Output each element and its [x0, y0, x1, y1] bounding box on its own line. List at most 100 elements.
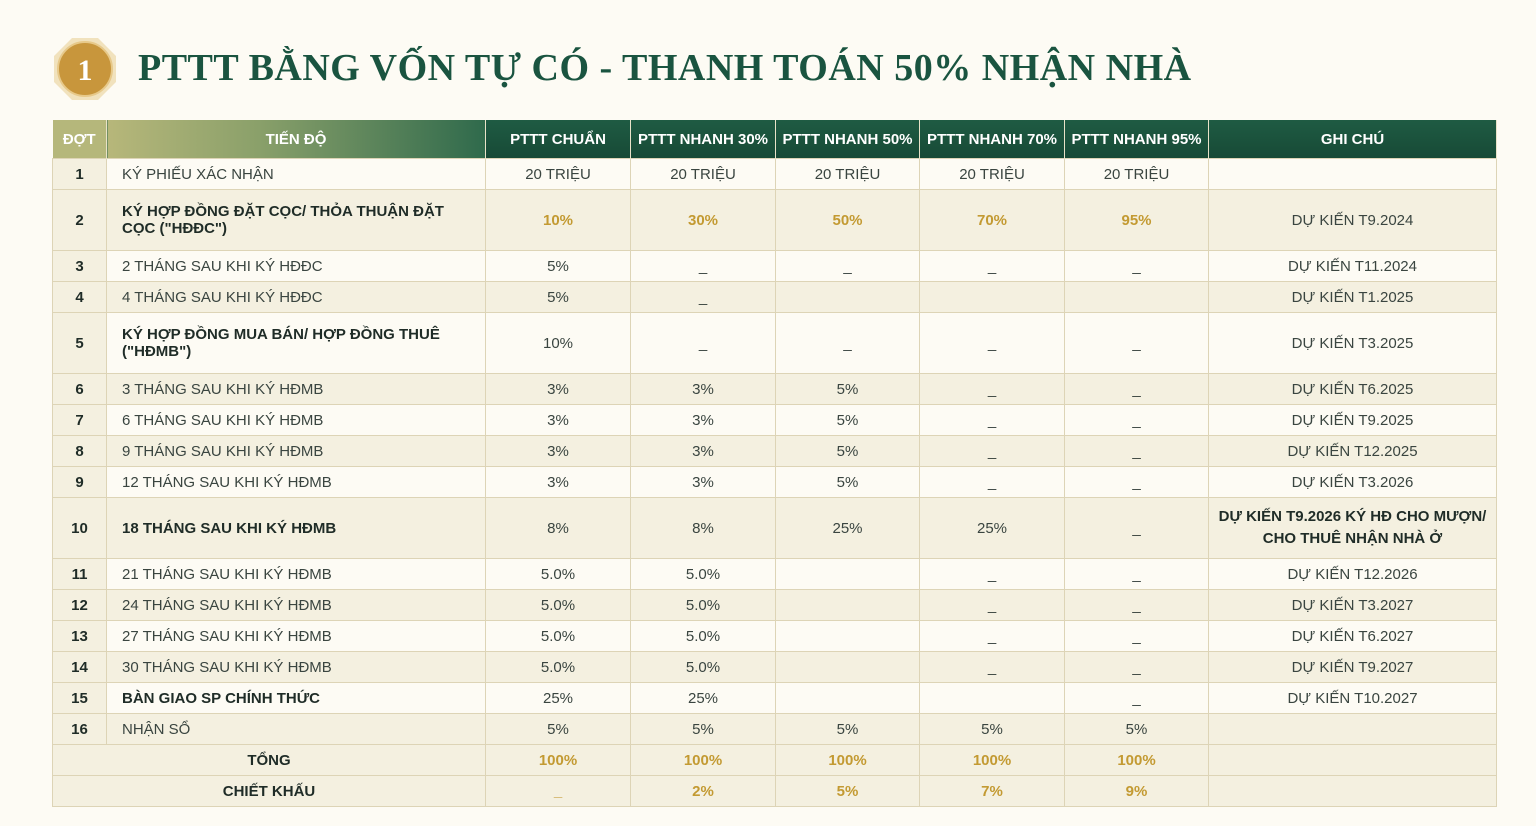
- cell-dot: 7: [52, 404, 107, 436]
- cell-pttt-nhanh-50: 5%: [775, 435, 920, 467]
- cell-pttt-nhanh-30: 3%: [630, 466, 776, 498]
- cell-pttt-chuan: 10%: [485, 189, 631, 251]
- cell-pttt-nhanh-95: _: [1064, 373, 1209, 405]
- cell-dot: 3: [52, 250, 107, 282]
- cell-pttt-nhanh-50: 5%: [775, 404, 920, 436]
- cell-pttt-nhanh-95: _: [1064, 497, 1209, 559]
- total-pttt-nhanh-50: 100%: [775, 744, 920, 776]
- cell-pttt-nhanh-70: _: [919, 620, 1065, 652]
- section-number-badge: 1: [52, 36, 118, 102]
- total-pttt-chuan: _: [485, 775, 631, 807]
- table-row: 5 KÝ HỢP ĐỒNG MUA BÁN/ HỢP ĐỒNG THUÊ ("HĐ…: [52, 312, 1497, 374]
- cell-pttt-nhanh-50: [775, 682, 920, 714]
- cell-pttt-nhanh-50: 50%: [775, 189, 920, 251]
- cell-pttt-chuan: 3%: [485, 373, 631, 405]
- cell-ghi-chu: DỰ KIẾN T3.2025: [1208, 312, 1497, 374]
- cell-pttt-nhanh-95: _: [1064, 466, 1209, 498]
- cell-pttt-nhanh-70: _: [919, 250, 1065, 282]
- cell-pttt-nhanh-70: [919, 281, 1065, 313]
- cell-tien-do: 24 THÁNG SAU KHI KÝ HĐMB: [106, 589, 486, 621]
- cell-ghi-chu: DỰ KIẾN T12.2026: [1208, 558, 1497, 590]
- cell-ghi-chu: DỰ KIẾN T9.2026 KÝ HĐ CHO MƯỢN/ CHO THUÊ…: [1208, 497, 1497, 559]
- discount-row: CHIẾT KHẤU _ 2% 5% 7% 9%: [52, 775, 1497, 807]
- total-pttt-nhanh-95: 100%: [1064, 744, 1209, 776]
- cell-pttt-nhanh-30: _: [630, 250, 776, 282]
- cell-tien-do: 12 THÁNG SAU KHI KÝ HĐMB: [106, 466, 486, 498]
- cell-tien-do: 30 THÁNG SAU KHI KÝ HĐMB: [106, 651, 486, 683]
- cell-tien-do: KÝ HỢP ĐỒNG ĐẶT CỌC/ THỎA THUẬN ĐẶT CỌC …: [106, 189, 486, 251]
- cell-pttt-nhanh-50: 5%: [775, 373, 920, 405]
- total-label: TỔNG: [52, 744, 486, 776]
- cell-ghi-chu: DỰ KIẾN T11.2024: [1208, 250, 1497, 282]
- cell-pttt-nhanh-70: _: [919, 312, 1065, 374]
- table-row: 1 KÝ PHIẾU XÁC NHẬN 20 TRIỆU 20 TRIỆU 20 TRI…: [52, 158, 1497, 190]
- cell-dot: 6: [52, 373, 107, 405]
- header-pttt-nhanh-95: PTTT NHANH 95%: [1064, 120, 1209, 159]
- cell-dot: 11: [52, 558, 107, 590]
- cell-pttt-nhanh-50: _: [775, 250, 920, 282]
- cell-dot: 4: [52, 281, 107, 313]
- cell-pttt-nhanh-70: _: [919, 466, 1065, 498]
- cell-pttt-nhanh-50: 5%: [775, 466, 920, 498]
- cell-pttt-chuan: 5%: [485, 250, 631, 282]
- header-pttt-nhanh-30: PTTT NHANH 30%: [630, 120, 776, 159]
- cell-pttt-nhanh-30: 3%: [630, 373, 776, 405]
- cell-ghi-chu: DỰ KIẾN T9.2027: [1208, 651, 1497, 683]
- cell-ghi-chu: DỰ KIẾN T10.2027: [1208, 682, 1497, 714]
- cell-pttt-chuan: 3%: [485, 435, 631, 467]
- cell-pttt-nhanh-70: [919, 682, 1065, 714]
- cell-dot: 5: [52, 312, 107, 374]
- cell-tien-do: 3 THÁNG SAU KHI KÝ HĐMB: [106, 373, 486, 405]
- cell-pttt-chuan: 3%: [485, 404, 631, 436]
- cell-dot: 10: [52, 497, 107, 559]
- cell-ghi-chu: DỰ KIẾN T3.2027: [1208, 589, 1497, 621]
- cell-pttt-nhanh-50: [775, 558, 920, 590]
- cell-tien-do: 27 THÁNG SAU KHI KÝ HĐMB: [106, 620, 486, 652]
- cell-pttt-nhanh-95: _: [1064, 435, 1209, 467]
- total-row: TỔNG 100% 100% 100% 100% 100%: [52, 744, 1497, 776]
- table-row: 15 BÀN GIAO SP CHÍNH THỨC 25% 25% _ DỰ KIẾN T…: [52, 682, 1497, 714]
- table-row: 9 12 THÁNG SAU KHI KÝ HĐMB 3% 3% 5% _ _ DỰ KIẾN…: [52, 466, 1497, 498]
- cell-pttt-nhanh-95: _: [1064, 558, 1209, 590]
- cell-pttt-nhanh-95: 95%: [1064, 189, 1209, 251]
- cell-pttt-nhanh-95: _: [1064, 682, 1209, 714]
- cell-pttt-nhanh-70: 20 TRIỆU: [919, 158, 1065, 190]
- table-row: 14 30 THÁNG SAU KHI KÝ HĐMB 5.0% 5.0% _ _ DỰ K…: [52, 651, 1497, 683]
- cell-pttt-nhanh-70: _: [919, 435, 1065, 467]
- total-ghi-chu: [1208, 775, 1497, 807]
- cell-pttt-nhanh-50: [775, 651, 920, 683]
- badge-octagon-icon: 1: [54, 38, 116, 100]
- cell-ghi-chu: DỰ KIẾN T1.2025: [1208, 281, 1497, 313]
- table-row: 12 24 THÁNG SAU KHI KÝ HĐMB 5.0% 5.0% _ _ DỰ K…: [52, 589, 1497, 621]
- cell-pttt-nhanh-30: 5.0%: [630, 620, 776, 652]
- cell-pttt-chuan: 5%: [485, 713, 631, 745]
- cell-pttt-nhanh-50: 5%: [775, 713, 920, 745]
- cell-dot: 1: [52, 158, 107, 190]
- cell-ghi-chu: DỰ KIẾN T3.2026: [1208, 466, 1497, 498]
- cell-pttt-nhanh-30: 5.0%: [630, 651, 776, 683]
- cell-dot: 14: [52, 651, 107, 683]
- cell-pttt-nhanh-95: 20 TRIỆU: [1064, 158, 1209, 190]
- cell-pttt-chuan: 5.0%: [485, 558, 631, 590]
- total-ghi-chu: [1208, 744, 1497, 776]
- cell-pttt-nhanh-95: _: [1064, 404, 1209, 436]
- cell-tien-do: 6 THÁNG SAU KHI KÝ HĐMB: [106, 404, 486, 436]
- cell-pttt-nhanh-95: [1064, 281, 1209, 313]
- cell-pttt-nhanh-30: 20 TRIỆU: [630, 158, 776, 190]
- cell-ghi-chu: DỰ KIẾN T6.2025: [1208, 373, 1497, 405]
- cell-tien-do: NHẬN SỔ: [106, 713, 486, 745]
- cell-dot: 9: [52, 466, 107, 498]
- cell-tien-do: 4 THÁNG SAU KHI KÝ HĐĐC: [106, 281, 486, 313]
- cell-dot: 13: [52, 620, 107, 652]
- cell-pttt-chuan: 5%: [485, 281, 631, 313]
- cell-pttt-nhanh-30: 30%: [630, 189, 776, 251]
- cell-ghi-chu: [1208, 713, 1497, 745]
- cell-pttt-nhanh-70: 70%: [919, 189, 1065, 251]
- cell-tien-do: BÀN GIAO SP CHÍNH THỨC: [106, 682, 486, 714]
- badge-number: 1: [78, 54, 93, 87]
- cell-ghi-chu: DỰ KIẾN T9.2025: [1208, 404, 1497, 436]
- cell-ghi-chu: DỰ KIẾN T12.2025: [1208, 435, 1497, 467]
- cell-pttt-chuan: 5.0%: [485, 651, 631, 683]
- cell-pttt-nhanh-70: _: [919, 558, 1065, 590]
